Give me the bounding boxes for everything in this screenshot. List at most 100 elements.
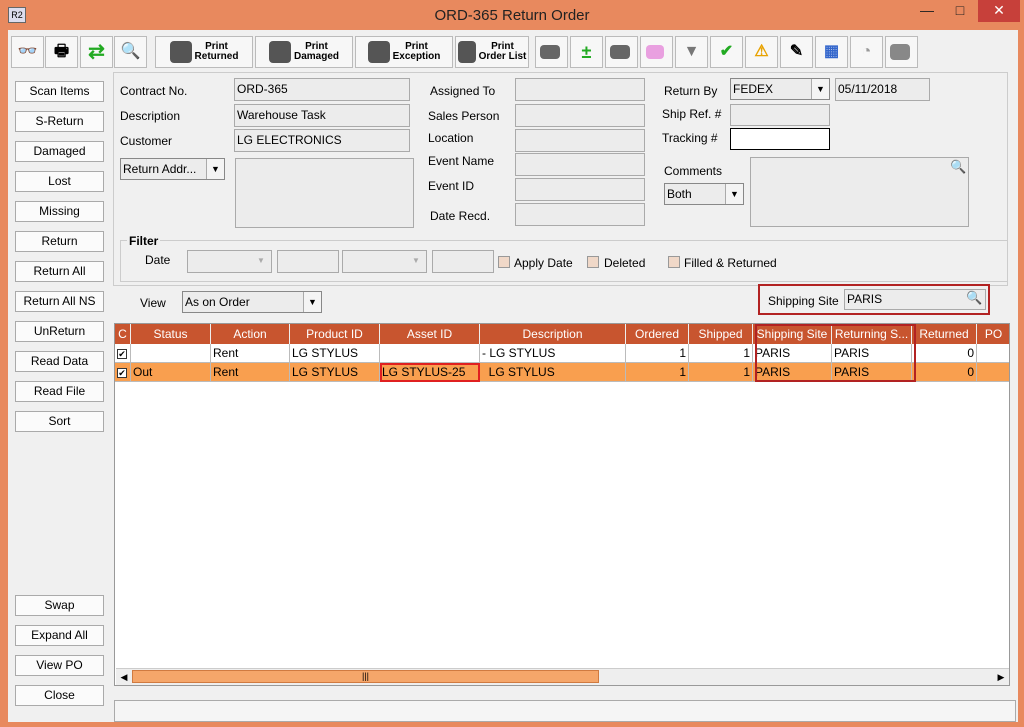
return-date-field[interactable]: 05/11/2018 [835,78,930,101]
scroll-right-icon[interactable]: ▶ [997,672,1005,682]
print-returned-button[interactable]: Print Returned [155,36,253,68]
row-checkbox[interactable]: ✔ [117,368,127,378]
cell-returned[interactable]: 0 [912,363,977,382]
printer-button[interactable]: 🖶 [45,36,78,68]
sales-person-field[interactable] [515,104,645,127]
close-window-button[interactable]: ✕ [978,0,1020,22]
cell-status[interactable]: Out [131,363,211,382]
column-header-ordered[interactable]: Ordered [626,324,689,344]
cell-shipped[interactable]: 1 [689,344,753,363]
search-icon[interactable]: 🔍 [950,159,967,174]
cell-asset-id[interactable] [380,344,480,363]
cell-status[interactable] [131,344,211,363]
view-select[interactable]: As on Order ▼ [182,291,322,313]
print-damaged-button[interactable]: Print Damaged [255,36,353,68]
description-field[interactable]: Warehouse Task [234,104,410,127]
cell-description[interactable]: - LG STYLUS [480,344,626,363]
cell-ordered[interactable]: 1 [626,363,689,382]
tracking-field[interactable] [730,128,830,150]
cell-action[interactable]: Rent [211,344,290,363]
btn-missing[interactable]: Missing [15,201,104,222]
date-to-field[interactable] [432,250,494,273]
cell-shipping-site[interactable]: PARIS [753,344,832,363]
column-header-status[interactable]: Status [131,324,211,344]
scroll-thumb[interactable]: ||| [132,670,599,683]
cell-returning-site[interactable]: PARIS [832,363,912,382]
assigned-to-field[interactable] [515,78,645,101]
cabinet-button[interactable] [885,36,918,68]
print-exception-button[interactable]: Print Exception [355,36,453,68]
add-remove-button[interactable]: ± [570,36,603,68]
row-checkbox[interactable]: ✔ [117,349,127,359]
cell-po[interactable] [977,344,1009,363]
eraser-button[interactable] [640,36,673,68]
btn-s-return[interactable]: S-Return [15,111,104,132]
scanner-alert-button[interactable] [605,36,638,68]
column-header-action[interactable]: Action [211,324,290,344]
btn-lost[interactable]: Lost [15,171,104,192]
cell-product-id[interactable]: LG STYLUS [290,344,380,363]
column-header-asset-id[interactable]: Asset ID [380,324,480,344]
cell-shipping-site[interactable]: PARIS [753,363,832,382]
customer-field[interactable]: LG ELECTRONICS [234,129,410,152]
cell-ordered[interactable]: 1 [626,344,689,363]
ship-ref-field[interactable] [730,104,830,126]
btn-swap[interactable]: Swap [15,595,104,616]
btn-damaged[interactable]: Damaged [15,141,104,162]
search-icon[interactable]: 🔍 [966,290,983,305]
cell-po[interactable] [977,363,1009,382]
grid-button[interactable]: ▦ [815,36,848,68]
funnel-button[interactable]: ▼ [675,36,708,68]
filter-check-button[interactable]: ✔ [710,36,743,68]
btn-close[interactable]: Close [15,685,104,706]
refresh-button[interactable]: ⇄ [80,36,113,68]
btn-read-data[interactable]: Read Data [15,351,104,372]
btn-return[interactable]: Return [15,231,104,252]
cell-checked[interactable]: ✔ [115,363,131,382]
btn-scan-items[interactable]: Scan Items [15,81,104,102]
maximize-button[interactable]: □ [955,2,965,18]
return-address-select[interactable]: Return Addr... ▼ [120,158,225,180]
column-header-shipping-site[interactable]: Shipping Site [753,324,832,344]
binoculars-button[interactable]: 👓 [11,36,44,68]
minimize-button[interactable]: — [920,2,934,18]
event-name-field[interactable] [515,153,645,176]
btn-sort[interactable]: Sort [15,411,104,432]
deleted-checkbox[interactable] [587,256,599,268]
location-field[interactable] [515,129,645,152]
comments-select[interactable]: Both ▼ [664,183,744,205]
cell-action[interactable]: Rent [211,363,290,382]
date-from-field[interactable] [277,250,339,273]
btn-unreturn[interactable]: UnReturn [15,321,104,342]
contract-no-field[interactable]: ORD-365 [234,78,410,101]
edit-button[interactable]: ✎ [780,36,813,68]
cell-returning-site[interactable]: PARIS [832,344,912,363]
date-recd-field[interactable] [515,203,645,226]
cell-asset-id[interactable]: LG STYLUS-25 [380,363,480,382]
cell-returned[interactable]: 0 [912,344,977,363]
cell-shipped[interactable]: 1 [689,363,753,382]
cell-product-id[interactable]: LG STYLUS [290,363,380,382]
btn-read-file[interactable]: Read File [15,381,104,402]
column-header-po[interactable]: PO [977,324,1009,344]
date-operator-select[interactable]: ▼ [187,250,272,273]
event-id-field[interactable] [515,178,645,201]
return-address-box[interactable] [235,158,414,228]
scroll-left-icon[interactable]: ◀ [120,672,128,682]
cell-description[interactable]: LG STYLUS [480,363,626,382]
warning-button[interactable]: ⚠ [745,36,778,68]
shipping-site-field[interactable]: PARIS [844,289,986,310]
scanner-button[interactable] [535,36,568,68]
btn-view-po[interactable]: View PO [15,655,104,676]
column-header-product-id[interactable]: Product ID [290,324,380,344]
date-range-select[interactable]: ▼ [342,250,427,273]
column-header-shipped[interactable]: Shipped [689,324,753,344]
btn-return-all[interactable]: Return All [15,261,104,282]
btn-expand-all[interactable]: Expand All [15,625,104,646]
comments-field[interactable] [750,157,969,227]
column-header-returned[interactable]: Returned [912,324,977,344]
btn-return-all-ns[interactable]: Return All NS [15,291,104,312]
gauge-button[interactable]: ◔ [850,36,883,68]
cell-checked[interactable]: ✔ [115,344,131,363]
column-header-description[interactable]: Description [480,324,626,344]
